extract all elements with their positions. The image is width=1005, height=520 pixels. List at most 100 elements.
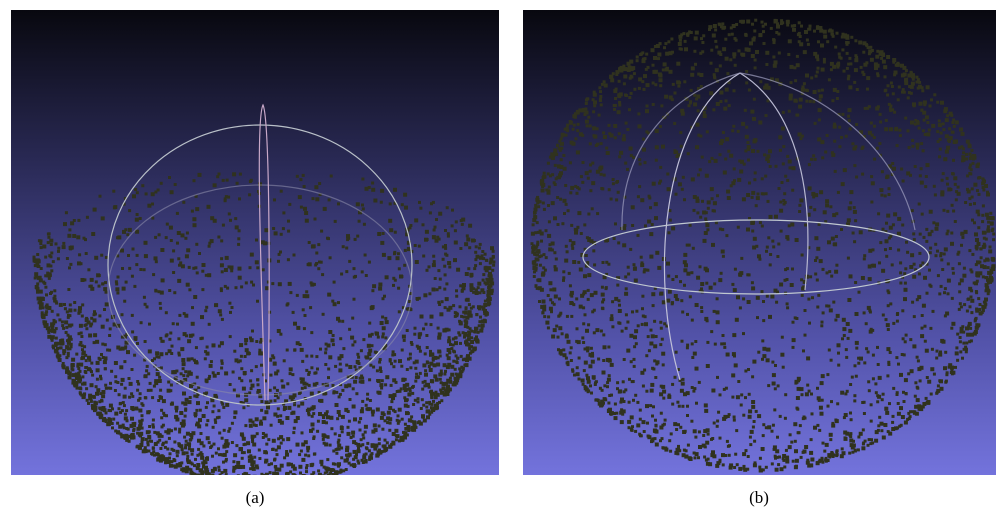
point [746, 228, 750, 232]
point [90, 323, 93, 326]
point [852, 440, 855, 443]
point [877, 212, 880, 215]
point [678, 35, 682, 39]
point [191, 322, 195, 326]
point [371, 188, 375, 192]
point [535, 245, 538, 248]
point [737, 226, 740, 229]
point [651, 415, 654, 418]
point [982, 186, 985, 189]
point [918, 408, 921, 411]
point [875, 391, 878, 394]
point [751, 281, 754, 284]
point [438, 212, 442, 216]
point [960, 233, 963, 236]
point [863, 63, 867, 67]
point [691, 386, 694, 389]
point [272, 480, 276, 484]
point [336, 417, 339, 420]
point [355, 442, 358, 445]
point [712, 34, 716, 38]
point [124, 387, 127, 390]
point [223, 453, 227, 457]
point [800, 278, 803, 281]
point [651, 334, 655, 338]
point [362, 433, 365, 436]
point [659, 343, 662, 346]
point [388, 429, 391, 432]
point [613, 108, 616, 111]
point [849, 383, 852, 386]
point [652, 82, 655, 85]
point [879, 241, 882, 244]
point [307, 408, 311, 412]
point [565, 334, 568, 337]
point [78, 309, 82, 313]
point [744, 109, 747, 112]
point [414, 327, 417, 330]
point [634, 394, 637, 397]
point [652, 103, 655, 106]
point [717, 411, 720, 414]
point [990, 276, 993, 279]
point [330, 468, 334, 472]
point [915, 412, 919, 416]
point [305, 219, 309, 223]
point [930, 98, 933, 101]
point [449, 343, 452, 346]
point [576, 366, 579, 369]
point [846, 390, 849, 393]
point [625, 94, 628, 97]
point [461, 223, 464, 226]
point [745, 126, 748, 129]
point [622, 243, 626, 247]
point [375, 332, 379, 336]
point [244, 424, 247, 427]
point [270, 477, 273, 480]
point [101, 394, 105, 398]
point [733, 167, 736, 170]
point [942, 340, 946, 344]
point [570, 315, 573, 318]
point [633, 267, 637, 271]
point [845, 356, 848, 359]
point [293, 427, 296, 430]
point [875, 55, 879, 59]
point [599, 387, 602, 390]
point [244, 480, 247, 483]
point [924, 325, 927, 328]
point [438, 286, 441, 289]
point [617, 94, 621, 98]
point [681, 340, 684, 343]
point [726, 190, 730, 194]
point [979, 247, 982, 250]
point [974, 232, 978, 236]
point [572, 260, 576, 264]
point [96, 412, 99, 415]
point [751, 191, 755, 195]
point [280, 421, 284, 425]
point [755, 410, 758, 413]
point [145, 438, 148, 441]
point [146, 410, 150, 414]
point [108, 409, 111, 412]
point [273, 386, 276, 389]
point [745, 135, 749, 139]
point [644, 161, 647, 164]
point [940, 387, 944, 391]
point [310, 407, 314, 411]
point [379, 358, 382, 361]
point [923, 236, 926, 239]
point [91, 374, 94, 377]
point [237, 237, 240, 240]
point [776, 25, 780, 29]
point [213, 443, 216, 446]
point [356, 235, 359, 238]
point [144, 241, 148, 245]
point [699, 265, 702, 268]
point [723, 107, 727, 111]
point [455, 295, 458, 298]
point [727, 415, 730, 418]
point [554, 267, 558, 271]
point [896, 312, 899, 315]
